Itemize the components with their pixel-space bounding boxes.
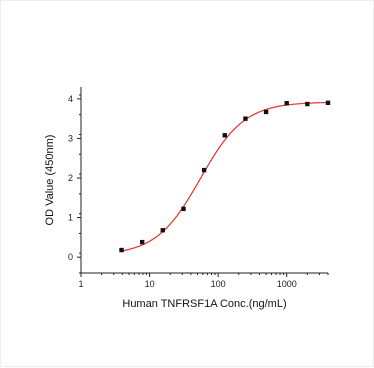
data-point [160,228,166,233]
axes [80,87,328,274]
data-point [139,239,145,245]
ticks: 0 1 2 3 4 1 10 100 1000 [68,94,329,289]
y-axis-title: OD Value (450nm) [44,135,56,226]
y-tick-label: 2 [68,173,73,183]
data-point [222,133,227,138]
y-tick-label: 3 [68,133,73,143]
y-tick-label: 1 [68,213,73,223]
x-tick-label: 10 [145,279,155,289]
data-point [201,167,207,173]
data-point [305,101,310,107]
x-tick-label: 100 [211,279,226,289]
data-point [243,116,248,121]
x-tick-label: 1 [78,279,83,289]
x-axis-title: Human TNFRSF1A Conc.(ng/mL) [122,298,286,310]
data-point [181,206,186,212]
y-tick-label: 0 [68,252,73,262]
data-points [119,100,331,253]
x-tick-label: 1000 [277,279,297,289]
data-point [263,109,269,115]
data-point [119,247,124,253]
data-point [325,100,331,106]
y-tick-label: 4 [68,94,73,104]
fit-curve [121,101,329,252]
data-point [284,101,289,106]
